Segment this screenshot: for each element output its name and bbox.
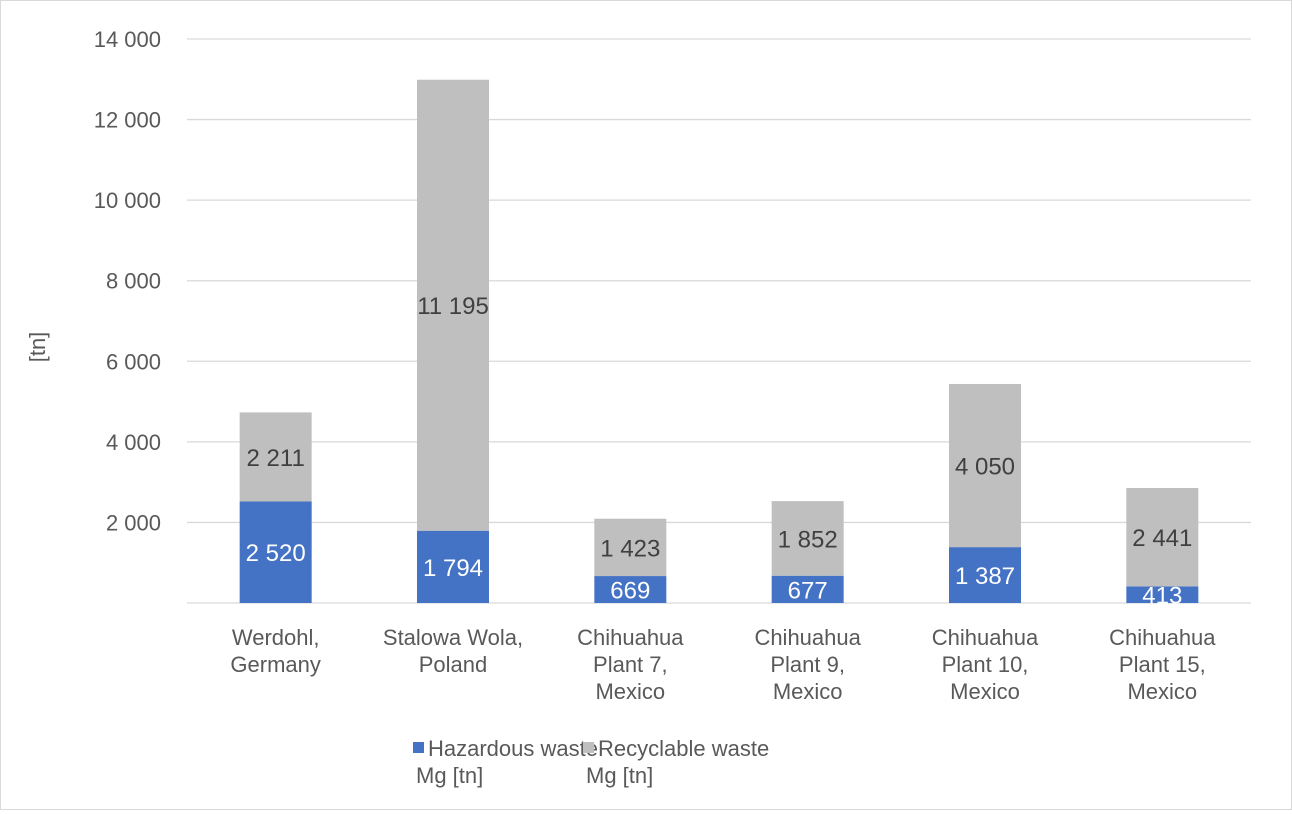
category-label-line: Poland (419, 652, 488, 677)
data-label: 1 852 (778, 526, 838, 553)
data-label: 669 (610, 578, 650, 605)
bar-hazardous (949, 547, 1021, 603)
data-label: 1 794 (423, 555, 483, 582)
category-label-line: Mexico (1127, 679, 1197, 704)
y-tick-label: 8 000 (106, 269, 161, 294)
legend-swatch-recyclable (583, 742, 594, 753)
category-label: Chihuahua Plant 7, Mexico (577, 625, 684, 704)
category-label-line: Mexico (773, 679, 843, 704)
category-label-line: Chihuahua (1109, 625, 1216, 650)
category-label-line: Mexico (595, 679, 665, 704)
y-axis-ticks: 2 000 4 000 6 000 8 000 10 000 12 000 14 000 (94, 27, 161, 535)
data-label: 11 195 (417, 293, 489, 320)
category-label-line: Chihuahua (577, 625, 684, 650)
y-axis-title: [tn] (25, 332, 50, 363)
data-label: 2 211 (247, 445, 305, 472)
data-label: 1 387 (955, 563, 1015, 590)
category-label: Stalowa Wola, Poland (383, 625, 523, 677)
category-label: Chihuahua Plant 15, Mexico (1109, 625, 1216, 704)
category-label-line: Mexico (950, 679, 1020, 704)
data-label: 677 (788, 577, 828, 604)
y-tick-label: 4 000 (106, 430, 161, 455)
category-label-line: Stalowa Wola, (383, 625, 523, 650)
category-label-line: Germany (230, 652, 320, 677)
category-label-line: Plant 7, (593, 652, 668, 677)
legend-label-line: Mg [tn] (586, 763, 653, 788)
bar-hazardous (239, 501, 312, 603)
data-label: 2 520 (246, 540, 306, 567)
category-label-line: Werdohl, (232, 625, 320, 650)
gridlines (187, 38, 1251, 604)
category-label-line: Plant 15, (1119, 652, 1206, 677)
y-tick-label: 10 000 (94, 188, 161, 213)
data-label: 4 050 (955, 454, 1015, 481)
y-tick-label: 12 000 (94, 108, 161, 133)
bar-recyclable (1126, 488, 1199, 587)
bars: 2 520 2 211 1 794 11 195 669 1 423 677 1 852 1 3… (239, 79, 1199, 610)
category-label: Werdohl, Germany (230, 625, 320, 677)
y-tick-label: 2 000 (106, 510, 161, 535)
data-label: 413 (1142, 583, 1182, 610)
x-axis-categories: Werdohl, Germany Stalowa Wola, Poland Chihua… (230, 625, 1216, 704)
category-label: Chihuahua Plant 10, Mexico (932, 625, 1039, 704)
bar-recyclable (239, 412, 312, 502)
bar-hazardous (771, 575, 844, 603)
bar-hazardous (417, 530, 489, 603)
legend-label-line: Recyclable waste (598, 736, 769, 761)
bar-recyclable (417, 79, 489, 531)
legend-swatch-hazardous (413, 742, 424, 753)
legend-label: Recyclable waste Mg [tn] (586, 736, 769, 788)
legend-label-line: Mg [tn] (416, 763, 483, 788)
legend: Hazardous waste Mg [tn]Recyclable waste Mg… (413, 736, 769, 788)
category-label-line: Plant 10, (942, 652, 1029, 677)
bar-recyclable (771, 501, 844, 576)
bar-hazardous (1126, 586, 1199, 603)
category-label: Chihuahua Plant 9, Mexico (754, 625, 861, 704)
bar-hazardous (594, 576, 667, 603)
y-tick-label: 14 000 (94, 27, 161, 52)
y-tick-label: 6 000 (106, 349, 161, 374)
legend-label-line: Hazardous waste (428, 736, 598, 761)
data-label: 1 423 (600, 535, 660, 562)
category-label-line: Chihuahua (932, 625, 1039, 650)
category-label-line: Chihuahua (754, 625, 861, 650)
category-label-line: Plant 9, (770, 652, 845, 677)
legend-label: Hazardous waste Mg [tn] (416, 736, 598, 788)
bar-recyclable (594, 518, 667, 577)
bar-recyclable (949, 383, 1021, 548)
data-label: 2 441 (1132, 525, 1192, 552)
